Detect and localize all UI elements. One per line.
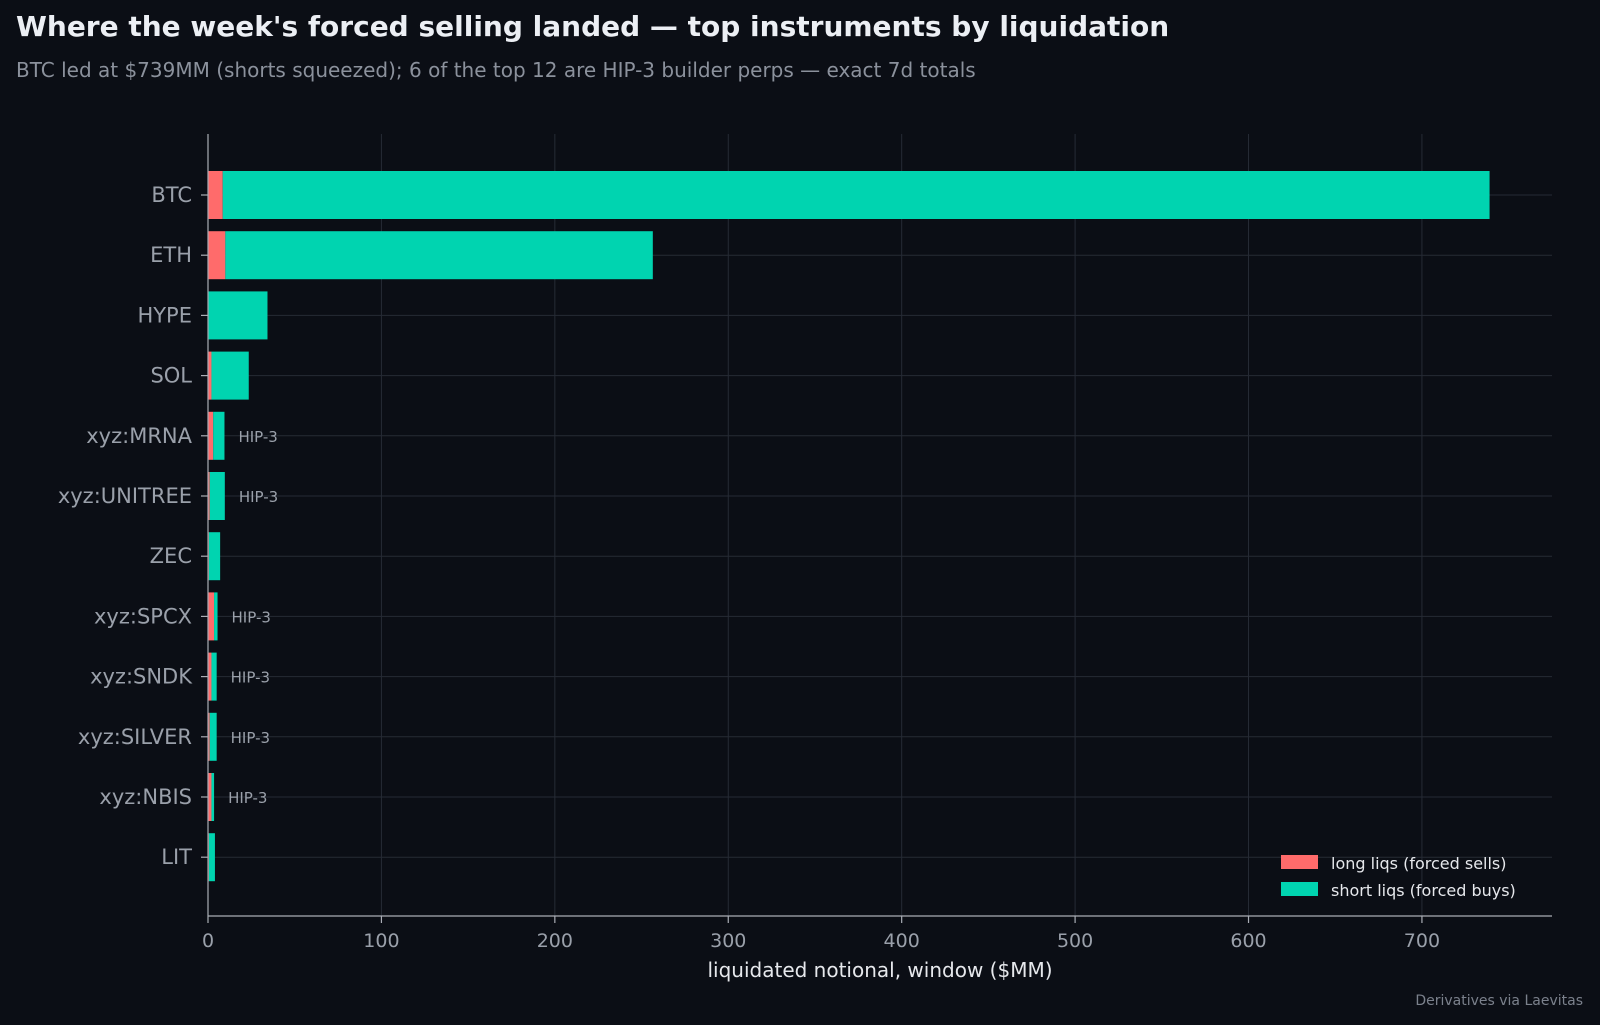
bar-short-liqs [214, 592, 218, 641]
bar-long-liqs [208, 773, 212, 821]
bar-short-liqs [209, 472, 225, 520]
y-tick-label: xyz:SILVER [78, 725, 192, 749]
hip3-annotation: HIP-3 [239, 488, 278, 506]
chart-subtitle: BTC led at $739MM (shorts squeezed); 6 o… [16, 58, 976, 82]
bar-short-liqs [222, 171, 1490, 219]
hip3-annotation: HIP-3 [232, 608, 271, 626]
bar-long-liqs [208, 652, 212, 701]
x-tick-label: 200 [537, 930, 573, 952]
bar-long-liqs [208, 171, 223, 219]
tick-labels: 0 100 200 300 400 500 600 700 BTC ETH HYPE SOL xyz:M… [58, 183, 1440, 952]
legend-swatch-short [1281, 882, 1318, 896]
y-tick-label: BTC [151, 183, 192, 207]
chart-title: Where the week's forced selling landed —… [16, 10, 1170, 43]
legend-swatch-long [1281, 855, 1318, 869]
bar-short-liqs [209, 712, 217, 761]
bar-long-liqs [208, 231, 226, 280]
x-tick-label: 300 [710, 930, 746, 952]
y-tick-label: HYPE [137, 303, 192, 327]
bar-long-liqs [208, 351, 212, 400]
bar-short-liqs [208, 291, 268, 340]
x-tick-label: 0 [202, 930, 214, 952]
bar-short-liqs [211, 773, 215, 821]
y-tick-label: xyz:NBIS [99, 785, 192, 809]
y-tick-label: xyz:MRNA [86, 424, 192, 448]
bar-long-liqs [208, 592, 215, 641]
bar-short-liqs [211, 351, 249, 400]
bar-long-liqs [208, 472, 210, 520]
y-tick-label: SOL [150, 364, 192, 388]
hip3-annotation: HIP-3 [231, 729, 270, 747]
x-tick-label: 700 [1404, 930, 1440, 952]
legend: long liqs (forced sells) short liqs (for… [1281, 854, 1516, 900]
y-tick-label: ZEC [150, 544, 192, 568]
x-axis-label: liquidated notional, window ($MM) [707, 958, 1052, 982]
hip3-annotation: HIP-3 [238, 428, 277, 446]
x-tick-label: 600 [1230, 930, 1266, 952]
bar-short-liqs [225, 231, 653, 280]
y-tick-label: xyz:UNITREE [58, 484, 192, 508]
bar-long-liqs [208, 411, 214, 460]
bar-short-liqs [208, 532, 221, 581]
bar-short-liqs [208, 833, 215, 882]
y-tick-label: ETH [150, 243, 192, 267]
hip3-annotation: HIP-3 [231, 669, 270, 687]
bar-short-liqs [211, 652, 217, 701]
bar-long-liqs [208, 712, 210, 761]
x-tick-label: 400 [884, 930, 920, 952]
y-tick-label: xyz:SPCX [94, 604, 192, 628]
bars [208, 171, 1490, 882]
y-tick-label: xyz:SNDK [90, 665, 193, 689]
hip3-annotation: HIP-3 [228, 789, 267, 807]
bar-short-liqs [213, 411, 225, 460]
x-tick-label: 500 [1057, 930, 1093, 952]
source-note: Derivatives via Laevitas [1415, 993, 1583, 1009]
x-tick-label: 100 [363, 930, 399, 952]
legend-label-long: long liqs (forced sells) [1331, 854, 1507, 873]
y-tick-label: LIT [161, 845, 192, 869]
axes [207, 134, 1552, 917]
legend-label-short: short liqs (forced buys) [1331, 881, 1516, 900]
